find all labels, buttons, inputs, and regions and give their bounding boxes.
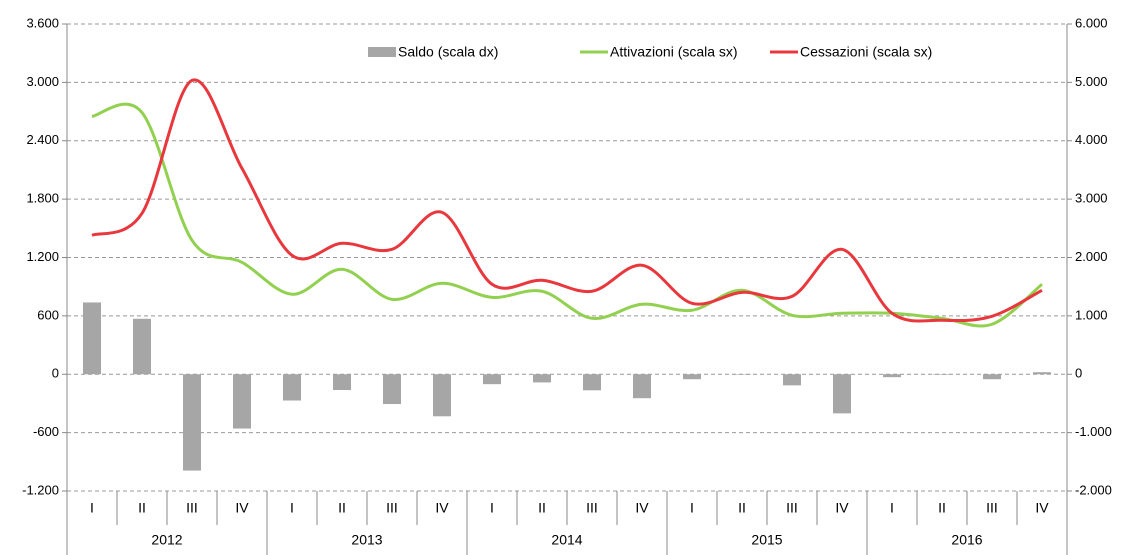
bar bbox=[783, 374, 801, 386]
y2-tick-label: 6.000 bbox=[1075, 15, 1108, 30]
x-group-label: 2012 bbox=[151, 532, 182, 548]
y-tick-label: 2.400 bbox=[26, 132, 59, 147]
x-tick-label: II bbox=[738, 500, 746, 516]
y-tick-label: 3.600 bbox=[26, 15, 59, 30]
x-tick-label: III bbox=[986, 500, 998, 516]
bar bbox=[983, 374, 1001, 380]
x-tick-label: IV bbox=[835, 500, 849, 516]
line bbox=[91, 102, 1043, 328]
x-tick-label: IV bbox=[1035, 500, 1049, 516]
bar bbox=[83, 302, 101, 375]
bar bbox=[383, 374, 401, 405]
y2-tick-label: -2.000 bbox=[1075, 482, 1112, 497]
x-tick-label: IV bbox=[635, 500, 649, 516]
legend-swatch bbox=[368, 47, 396, 57]
y-tick-label: 1.200 bbox=[26, 249, 59, 264]
y2-tick-label: 5.000 bbox=[1075, 74, 1108, 89]
bar bbox=[883, 374, 901, 378]
x-tick-label: III bbox=[586, 500, 598, 516]
y-tick-label: -600 bbox=[33, 424, 59, 439]
x-tick-label: IV bbox=[235, 500, 249, 516]
bar bbox=[133, 318, 151, 375]
y2-tick-label: 2.000 bbox=[1075, 249, 1108, 264]
legend: Saldo (scala dx) Attivazioni (scala sx) Ce… bbox=[368, 44, 932, 60]
bar bbox=[333, 374, 351, 391]
x-tick-label: I bbox=[690, 500, 694, 516]
bar bbox=[683, 374, 701, 380]
x-tick-label: II bbox=[538, 500, 546, 516]
legend-label: Cessazioni (scala sx) bbox=[800, 44, 932, 60]
y-tick-label: 600 bbox=[37, 307, 59, 322]
x-tick-label: III bbox=[786, 500, 798, 516]
x-tick-label: II bbox=[938, 500, 946, 516]
x-tick-label: I bbox=[90, 500, 94, 516]
y-tick-label: 3.000 bbox=[26, 74, 59, 89]
x-tick-label: II bbox=[338, 500, 346, 516]
bar bbox=[1033, 372, 1051, 375]
x-tick-label: IV bbox=[435, 500, 449, 516]
bar bbox=[533, 374, 551, 383]
bar bbox=[733, 374, 751, 375]
y-tick-label: 0 bbox=[52, 366, 59, 381]
x-tick-label: I bbox=[290, 500, 294, 516]
bar bbox=[933, 374, 951, 375]
y-tick-label: 1.800 bbox=[26, 191, 59, 206]
legend-label: Saldo (scala dx) bbox=[398, 44, 498, 60]
bar bbox=[583, 374, 601, 391]
x-group-label: 2013 bbox=[351, 532, 382, 548]
line bbox=[91, 78, 1043, 323]
bar bbox=[183, 374, 201, 471]
x-group-label: 2014 bbox=[551, 532, 582, 548]
x-tick-label: I bbox=[890, 500, 894, 516]
bar bbox=[833, 374, 851, 414]
x-tick-label: II bbox=[138, 500, 146, 516]
x-tick-label: I bbox=[490, 500, 494, 516]
y2-tick-label: 1.000 bbox=[1075, 307, 1108, 322]
bar bbox=[233, 374, 251, 429]
y2-tick-label: 4.000 bbox=[1075, 132, 1108, 147]
y2-tick-label: -1.000 bbox=[1075, 424, 1112, 439]
bar bbox=[433, 374, 451, 417]
bar bbox=[283, 374, 301, 401]
x-tick-label: III bbox=[386, 500, 398, 516]
x-tick-label: III bbox=[186, 500, 198, 516]
x-group-label: 2015 bbox=[751, 532, 782, 548]
y2-tick-label: 0 bbox=[1075, 366, 1082, 381]
x-group-label: 2016 bbox=[951, 532, 982, 548]
legend-label: Attivazioni (scala sx) bbox=[610, 44, 738, 60]
y-tick-label: -1.200 bbox=[22, 482, 59, 497]
bar bbox=[633, 374, 651, 399]
category-axis: I II III IV I II III IV I II III IV I II III IV I II III IV… bbox=[90, 491, 1049, 555]
bar bbox=[483, 374, 501, 385]
y2-tick-label: 3.000 bbox=[1075, 191, 1108, 206]
